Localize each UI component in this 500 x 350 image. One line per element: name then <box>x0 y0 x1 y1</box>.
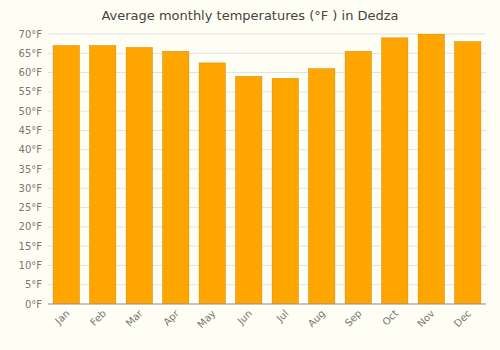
y-tick-label: 50°F <box>19 106 43 117</box>
y-axis: 0°F 5°F 10°F 15°F 20°F 25°F 30°F 35°F 40°F 45°F 50… <box>19 29 486 310</box>
bar <box>236 76 262 304</box>
bar <box>309 69 335 304</box>
y-tick-label: 40°F <box>19 144 43 155</box>
x-axis: Jan Feb Mar Apr May Jun Jul Aug Sep Oct Nov Dec <box>48 304 486 330</box>
x-tick-label: Apr <box>161 307 182 328</box>
y-tick-label: 5°F <box>25 279 42 290</box>
bar <box>345 51 371 304</box>
bar <box>455 42 481 304</box>
grid-line <box>48 304 486 305</box>
x-tick-label: Feb <box>88 308 108 328</box>
bar <box>90 46 116 304</box>
y-tick-label: 55°F <box>19 86 43 97</box>
y-tick-label: 45°F <box>19 125 43 136</box>
x-axis-line <box>48 304 486 305</box>
bar <box>199 63 225 304</box>
x-tick-label: May <box>195 308 217 330</box>
bars <box>53 34 481 304</box>
y-tick-label: 30°F <box>19 183 43 194</box>
bar <box>126 48 152 305</box>
y-tick-label: 70°F <box>19 29 43 40</box>
y-tick-label: 65°F <box>19 48 43 59</box>
chart-container: Average monthly temperatures (°F ) in De… <box>0 0 500 350</box>
y-tick-label: 60°F <box>19 67 43 78</box>
x-tick-label: Nov <box>415 308 437 330</box>
y-tick-label: 35°F <box>19 164 43 175</box>
x-tick-label: Jan <box>52 308 71 327</box>
title: Average monthly temperatures (°F ) in De… <box>101 8 398 23</box>
chart: Average monthly temperatures (°F ) in De… <box>0 0 500 350</box>
y-tick-label: 15°F <box>19 241 43 252</box>
y-tick-label: 20°F <box>19 221 43 232</box>
x-tick-label: Dec <box>452 308 473 329</box>
y-tick-label: 0°F <box>25 299 42 310</box>
x-tick-label: Oct <box>380 308 400 328</box>
y-tick-label: 10°F <box>19 260 43 271</box>
bar <box>382 38 408 304</box>
x-tick-label: Sep <box>343 308 364 329</box>
bar <box>418 34 444 304</box>
x-tick-label: Jul <box>274 308 291 325</box>
x-tick-label: Mar <box>124 307 146 329</box>
x-tick-label: Jun <box>235 308 255 328</box>
bar <box>53 46 79 304</box>
bar <box>163 51 189 304</box>
y-tick-label: 25°F <box>19 202 43 213</box>
bar <box>272 78 298 304</box>
x-tick-label: Aug <box>306 308 328 330</box>
